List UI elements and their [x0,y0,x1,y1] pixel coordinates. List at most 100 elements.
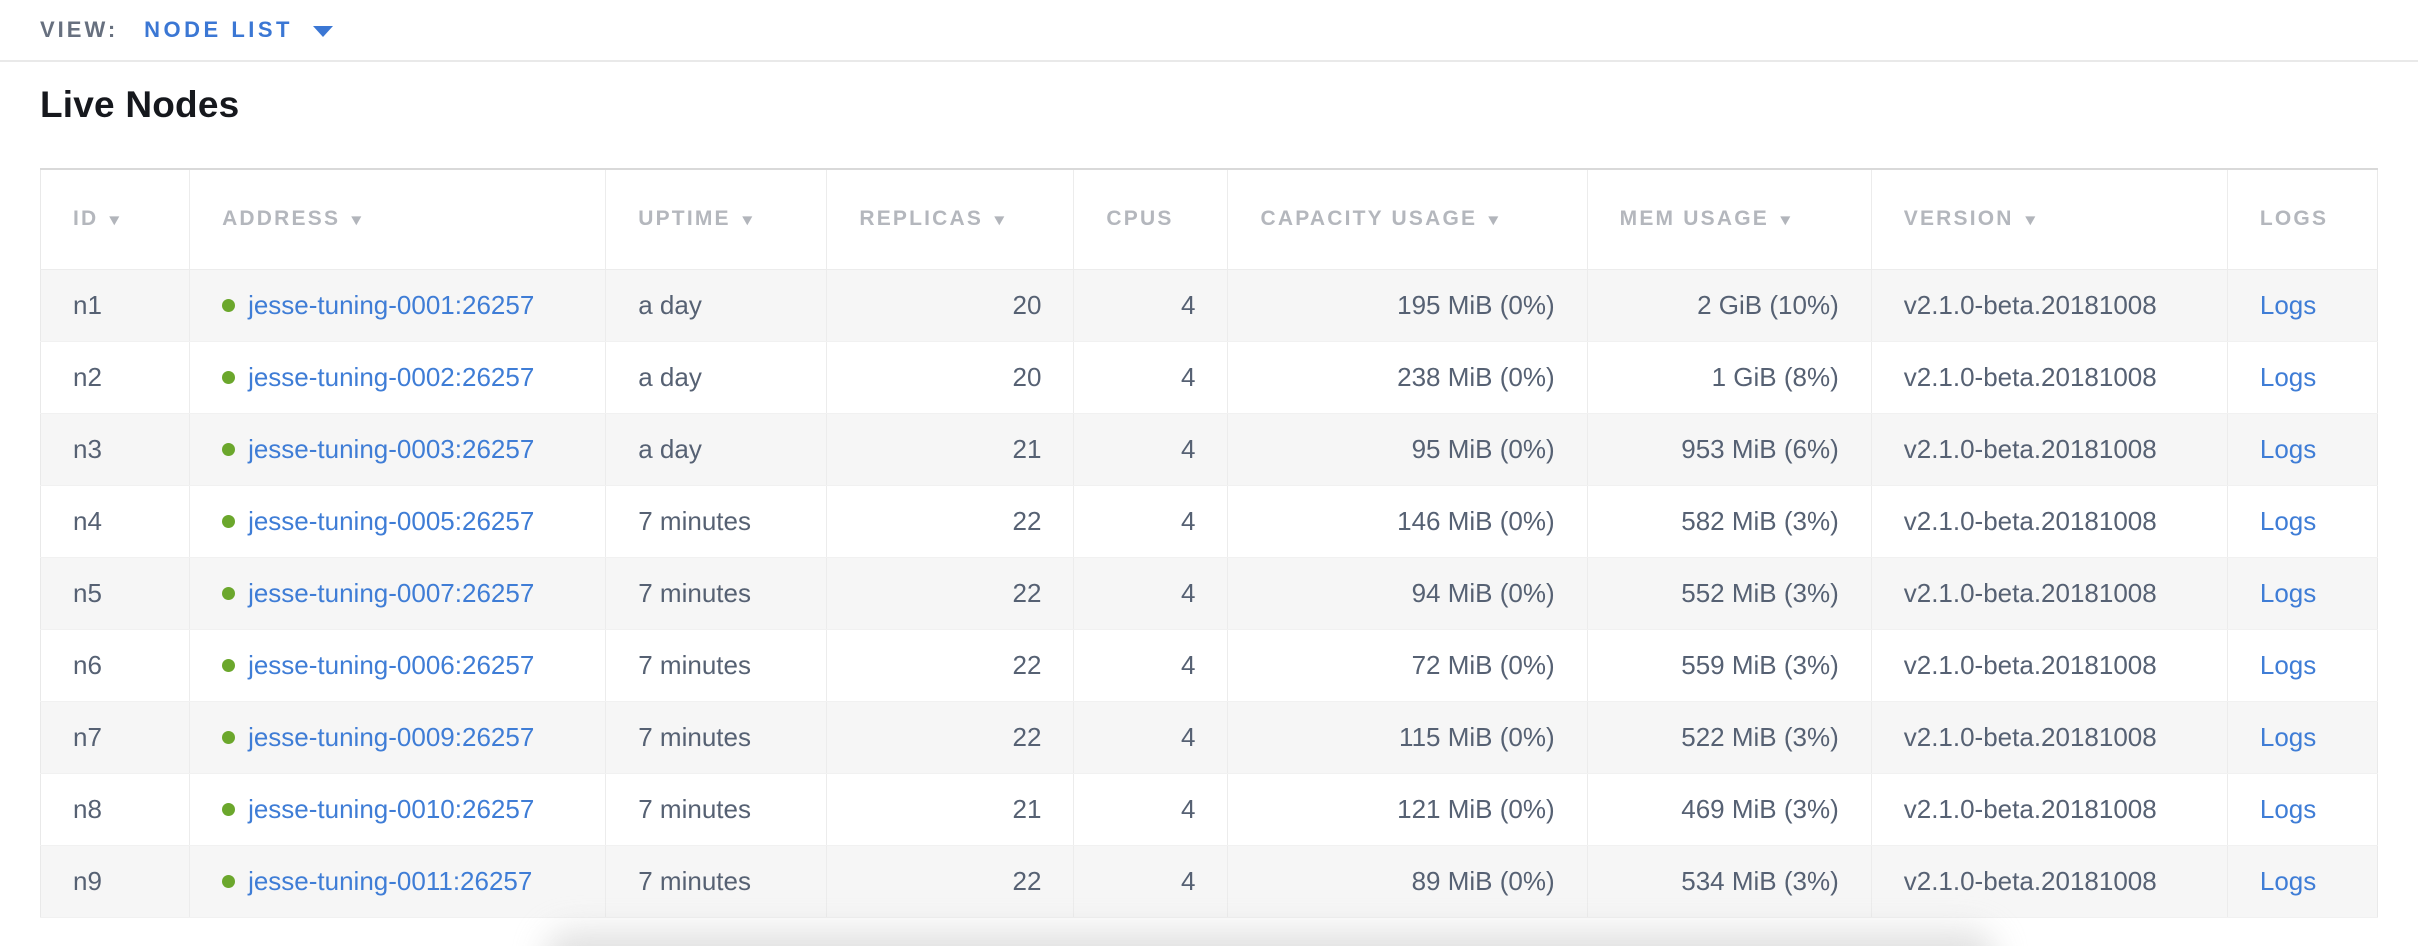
cell-value: 4 [1181,505,1196,536]
column-header-version[interactable]: VERSION ▼ [1871,169,2228,270]
cell-value: n8 [73,793,102,824]
cell-address: jesse-tuning-0006:26257 [189,629,607,702]
cell-id: n8 [40,773,191,846]
cell-mem: 953 MiB (6%) [1587,413,1872,486]
node-logs-link[interactable]: Logs [2259,505,2317,536]
column-header-mem[interactable]: MEM USAGE ▼ [1587,169,1872,270]
cell-value: 582 MiB (3%) [1681,505,1839,536]
node-address-link[interactable]: jesse-tuning-0011:26257 [248,865,533,896]
cell-replicas: 22 [826,485,1075,558]
live-nodes-table: ID ▼ ADDRESS ▼ UPTIME ▼ REPLICAS ▼ CPUS CAPACITY … [40,168,2378,918]
cell-id: n1 [40,269,191,342]
cell-value: 4 [1181,433,1196,464]
node-address-link[interactable]: jesse-tuning-0001:26257 [248,289,535,320]
node-logs-link[interactable]: Logs [2259,793,2317,824]
cell-version: v2.1.0-beta.20181008 [1871,557,2228,630]
cell-id: n9 [40,845,191,918]
node-logs-link[interactable]: Logs [2259,865,2317,896]
cell-uptime: 7 minutes [605,845,828,918]
cell-value: n2 [73,361,102,392]
node-logs-link[interactable]: Logs [2259,361,2317,392]
cell-value: 20 [1012,361,1042,392]
cell-value: 2 GiB (10%) [1697,289,1839,320]
cell-address: jesse-tuning-0009:26257 [189,701,607,774]
cell-value: 72 MiB (0%) [1411,649,1555,680]
node-logs-link[interactable]: Logs [2259,577,2317,608]
view-label: VIEW: [40,17,119,42]
cell-replicas: 21 [826,413,1075,486]
cell-value: 238 MiB (0%) [1397,361,1555,392]
table-header-row: ID ▼ ADDRESS ▼ UPTIME ▼ REPLICAS ▼ CPUS CAPACITY … [40,169,2378,270]
cell-value: 7 minutes [638,793,751,824]
cell-value: v2.1.0-beta.20181008 [1903,361,2157,392]
sort-desc-icon: ▼ [106,212,126,230]
cell-value: 559 MiB (3%) [1681,649,1839,680]
node-address-link[interactable]: jesse-tuning-0006:26257 [248,649,535,680]
cell-id: n3 [40,413,191,486]
cell-value: 115 MiB (0%) [1399,721,1555,752]
sort-desc-icon: ▼ [2021,212,2041,230]
node-address-link[interactable]: jesse-tuning-0010:26257 [248,793,535,824]
cell-address: jesse-tuning-0011:26257 [189,845,607,918]
cell-value: 22 [1012,865,1042,896]
node-logs-link[interactable]: Logs [2259,433,2317,464]
cell-mem: 522 MiB (3%) [1587,701,1872,774]
node-live-status-icon [222,658,236,672]
cell-value: 7 minutes [638,649,751,680]
sort-desc-icon: ▼ [990,212,1011,230]
cell-value: 953 MiB (6%) [1681,433,1839,464]
cell-value: 94 MiB (0%) [1411,577,1555,608]
node-address-link[interactable]: jesse-tuning-0009:26257 [248,721,535,752]
cell-capacity: 146 MiB (0%) [1227,485,1588,558]
cell-value: 121 MiB (0%) [1397,793,1555,824]
node-address-link[interactable]: jesse-tuning-0005:26257 [248,505,535,536]
column-header-id[interactable]: ID ▼ [40,169,191,270]
cell-cpus: 4 [1073,341,1229,414]
cell-version: v2.1.0-beta.20181008 [1871,773,2228,846]
node-logs-link[interactable]: Logs [2259,649,2317,680]
cell-value: 4 [1181,721,1196,752]
cell-uptime: a day [605,341,828,414]
column-header-address[interactable]: ADDRESS ▼ [189,169,607,270]
cell-value: v2.1.0-beta.20181008 [1903,649,2157,680]
column-label: CPUS [1106,207,1174,231]
column-header-capacity[interactable]: CAPACITY USAGE ▼ [1227,169,1588,270]
column-header-replicas[interactable]: REPLICAS ▼ [826,169,1075,270]
cell-value: 22 [1012,721,1042,752]
cell-logs: Logs [2227,485,2378,558]
cell-id: n6 [40,629,191,702]
cell-value: 22 [1012,505,1042,536]
cell-capacity: 94 MiB (0%) [1227,557,1588,630]
cell-value: 22 [1012,649,1042,680]
cell-value: a day [638,361,702,392]
cell-version: v2.1.0-beta.20181008 [1871,845,2228,918]
cell-logs: Logs [2227,701,2378,774]
cell-uptime: 7 minutes [605,629,828,702]
cell-replicas: 22 [826,557,1075,630]
main-content: Live Nodes ID ▼ ADDRESS ▼ UPTIME ▼ REPLICAS ▼ CP… [0,84,2418,918]
cell-replicas: 21 [826,773,1075,846]
node-address-link[interactable]: jesse-tuning-0002:26257 [248,361,535,392]
cell-value: v2.1.0-beta.20181008 [1903,577,2157,608]
column-header-logs: LOGS [2227,169,2378,270]
cell-value: 7 minutes [638,721,751,752]
node-live-status-icon [222,586,236,600]
cell-logs: Logs [2227,269,2378,342]
cell-capacity: 195 MiB (0%) [1227,269,1588,342]
cell-value: 95 MiB (0%) [1411,433,1555,464]
cell-uptime: a day [605,413,828,486]
column-header-uptime[interactable]: UPTIME ▼ [605,169,828,270]
node-row-n1: n1 jesse-tuning-0001:26257 a day 20 4 195 MiB… [40,269,2378,342]
cell-mem: 559 MiB (3%) [1587,629,1872,702]
cell-id: n5 [40,557,191,630]
node-logs-link[interactable]: Logs [2259,289,2317,320]
cell-value: 89 MiB (0%) [1411,865,1555,896]
view-selector-dropdown[interactable]: NODE LIST [144,17,333,43]
cell-uptime: 7 minutes [605,701,828,774]
node-address-link[interactable]: jesse-tuning-0007:26257 [248,577,535,608]
cell-value: 552 MiB (3%) [1681,577,1839,608]
cell-value: n6 [73,649,102,680]
cell-cpus: 4 [1073,701,1229,774]
node-address-link[interactable]: jesse-tuning-0003:26257 [248,433,535,464]
node-logs-link[interactable]: Logs [2259,721,2317,752]
